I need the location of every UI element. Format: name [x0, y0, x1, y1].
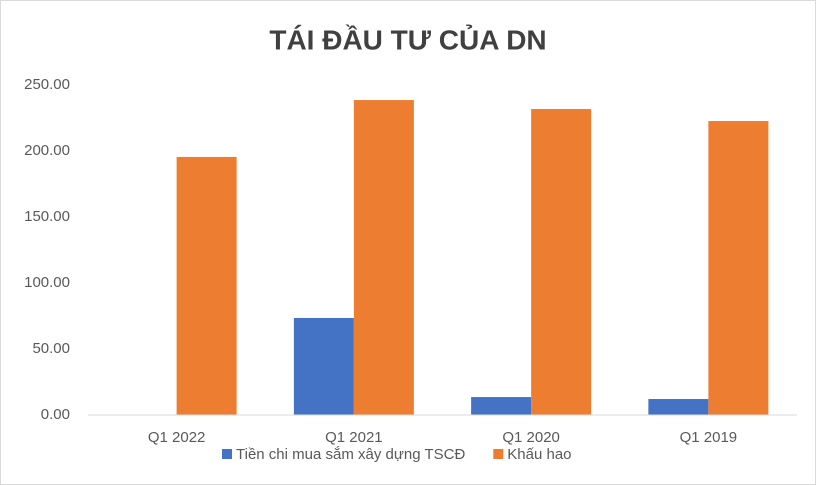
y-tick-label: 100.00 — [24, 274, 70, 291]
x-tick-label: Q1 2020 — [502, 429, 560, 446]
bar — [648, 399, 709, 415]
chart-title: TÁI ĐẦU TƯ CỦA DN — [269, 23, 546, 55]
legend-label: Tiền chi mua sắm xây dựng TSCĐ — [236, 446, 465, 463]
x-tick-label: Q1 2022 — [148, 429, 206, 446]
bar — [176, 156, 237, 415]
bar — [471, 397, 532, 415]
bar — [531, 109, 592, 416]
legend-label: Khấu hao — [507, 446, 571, 463]
y-tick-label: 0.00 — [41, 406, 70, 423]
y-tick-label: 250.00 — [24, 76, 70, 93]
x-tick-label: Q1 2019 — [680, 429, 738, 446]
y-tick-label: 50.00 — [32, 340, 70, 357]
y-tick-label: 150.00 — [24, 208, 70, 225]
bar — [293, 317, 354, 415]
bar — [708, 121, 769, 415]
y-tick-label: 200.00 — [24, 142, 70, 159]
bar — [353, 100, 414, 415]
legend-swatch — [493, 449, 504, 459]
legend-swatch — [222, 449, 232, 459]
x-tick-label: Q1 2021 — [325, 429, 383, 446]
